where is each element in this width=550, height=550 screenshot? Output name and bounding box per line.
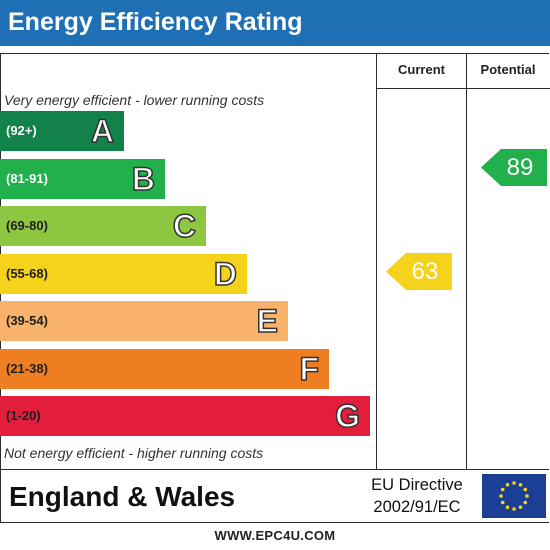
eu-star-icon [518, 482, 523, 487]
footer [0, 470, 549, 523]
band-b: (81-91) B [0, 158, 165, 199]
band-c-range: (69-80) [6, 218, 48, 233]
website-label: WWW.EPC4U.COM [214, 528, 336, 543]
eu-star-icon [500, 500, 505, 505]
band-g-range: (1-20) [6, 408, 41, 423]
bottom-note: Not energy efficient - higher running co… [4, 445, 264, 461]
band-e: (39-54) E [0, 301, 288, 341]
eu-flag-icon [482, 474, 546, 518]
band-d-range: (55-68) [6, 265, 48, 281]
band-e-letter: E [256, 302, 279, 340]
band-f-range: (21-38) [6, 360, 48, 376]
eu-star-icon [525, 494, 529, 498]
eu-star-icon [500, 487, 505, 492]
top-note: Very energy efficient - lower running co… [4, 92, 265, 108]
chart-title: Energy Efficiency Rating [0, 0, 550, 46]
potential-column-divider [466, 53, 467, 470]
column-header-divider [376, 88, 550, 89]
directive-line-1: EU Directive [371, 476, 463, 494]
eu-star-icon [505, 505, 510, 510]
current-column-header: Current [398, 62, 445, 77]
eu-star-icon [523, 500, 528, 505]
band-b-letter: B [131, 160, 156, 198]
directive-line-2: 2002/91/EC [373, 498, 461, 516]
band-g: (1-20) G [0, 396, 370, 436]
eu-star-icon [523, 487, 528, 492]
band-d-letter: D [213, 255, 238, 293]
band-b-range: (81-91) [6, 170, 48, 186]
region-label: England & Wales [9, 481, 236, 512]
band-d: (55-68) D [0, 253, 247, 294]
band-a-letter: A [90, 112, 115, 150]
band-g-letter: G [334, 397, 360, 435]
band-f: (21-38) F [0, 348, 329, 389]
current-column-divider [376, 53, 377, 470]
eu-star-icon [518, 505, 523, 510]
band-e-range: (39-54) [6, 313, 48, 328]
eu-star-icon [512, 481, 516, 485]
band-c: (69-80) C [0, 206, 206, 246]
band-a-range: (92+) [6, 123, 37, 138]
band-a: (92+) A [0, 111, 124, 151]
potential-column-header: Potential [480, 62, 536, 77]
eu-star-icon [499, 494, 503, 498]
band-c-letter: C [172, 207, 197, 245]
band-f-letter: F [299, 350, 320, 388]
eu-star-icon [505, 482, 510, 487]
eu-star-icon [512, 507, 516, 511]
